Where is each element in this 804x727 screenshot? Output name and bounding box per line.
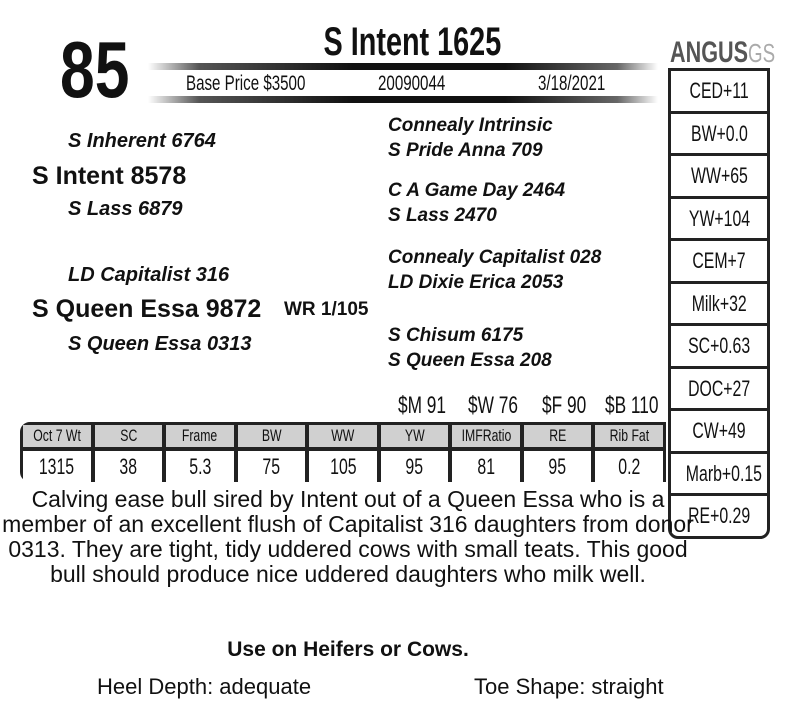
birth-date: 3/18/2021 (538, 72, 606, 95)
epd-ww: WW+65 (671, 156, 767, 199)
dam-weaning-ratio: WR 1/105 (284, 299, 369, 320)
epd-doc: DOC+27 (671, 369, 767, 411)
table-cell: 95 (380, 451, 449, 482)
epd-ced: CED+11 (671, 71, 767, 114)
table-header: YW Ratio (380, 425, 449, 447)
gen3-ancestor: C A Game Day 2464 (388, 180, 566, 201)
usage-recommendation: Use on Heifers or Cows. (227, 638, 469, 661)
gen3-ancestor: Connealy Intrinsic (388, 115, 553, 136)
toe-shape: Toe Shape: straight (474, 674, 664, 699)
table-cell: 0.2 (595, 451, 663, 482)
gen3-ancestor: Connealy Capitalist 028 (388, 247, 602, 268)
table-header: BW (237, 425, 306, 447)
base-price: Base Price $3500 (186, 72, 306, 95)
sire: S Intent 8578 (32, 162, 187, 190)
table-cell: 75 (237, 451, 306, 482)
angus-gs-logo: ANGUSGS (670, 36, 776, 69)
index-b: $B 110 (605, 392, 659, 419)
table-cell: 81 (452, 451, 520, 482)
performance-table: Oct 7 Wt SC Frame BW WW Ratio YW Ratio I… (20, 422, 666, 482)
table-header: Frame (166, 425, 234, 447)
table-cell: 105 (309, 451, 377, 482)
table-header: WW Ratio (309, 425, 377, 447)
header-rule-top (148, 63, 658, 70)
epd-panel: CED+11 BW+0.0 WW+65 YW+104 CEM+7 Milk+32… (668, 68, 770, 539)
table-header: RE Ratio (523, 425, 592, 447)
table-cell: 5.3 (166, 451, 234, 482)
table-cell: 95 (523, 451, 592, 482)
gen3-ancestor: S Queen Essa 208 (388, 350, 552, 371)
gen3-ancestor: LD Dixie Erica 2053 (388, 272, 564, 293)
lot-number: 85 (60, 25, 130, 114)
index-m: $M 91 (398, 392, 447, 419)
animal-name: S Intent 1625 (323, 20, 501, 64)
gen3-ancestor: S Chisum 6175 (388, 325, 524, 346)
table-header: IMFRatio (452, 425, 520, 447)
dam: S Queen Essa 9872 (32, 295, 262, 323)
epd-milk: Milk+32 (671, 284, 767, 326)
table-header: SC (94, 425, 163, 447)
table-header: Oct 7 Wt (23, 425, 91, 447)
epd-cw: CW+49 (671, 411, 767, 454)
heel-depth: Heel Depth: adequate (97, 674, 312, 699)
index-f: $F 90 (542, 392, 587, 419)
epd-cem: CEM+7 (671, 241, 767, 284)
epd-sc: SC+0.63 (671, 326, 767, 369)
gen3-ancestor: S Lass 2470 (388, 205, 497, 226)
epd-bw: BW+0.0 (671, 114, 767, 156)
sire-sire: S Inherent 6764 (68, 130, 216, 152)
sire-dam: S Lass 6879 (68, 198, 183, 220)
table-cell: 38 (94, 451, 163, 482)
gen3-ancestor: S Pride Anna 709 (388, 140, 543, 161)
dam-sire: LD Capitalist 316 (68, 264, 230, 286)
epd-yw: YW+104 (671, 199, 767, 241)
table-cell: 1315 (23, 451, 91, 482)
dam-dam: S Queen Essa 0313 (68, 333, 252, 355)
table-header: Rib Fat (595, 425, 663, 447)
description: Calving ease bull sired by Intent out of… (2, 486, 694, 587)
header-rule-bottom (148, 96, 658, 103)
epd-re: RE+0.29 (687, 503, 751, 528)
index-w: $W 76 (468, 392, 518, 419)
registration-number: 20090044 (378, 72, 446, 95)
epd-marb: Marb+0.15 (671, 454, 767, 496)
